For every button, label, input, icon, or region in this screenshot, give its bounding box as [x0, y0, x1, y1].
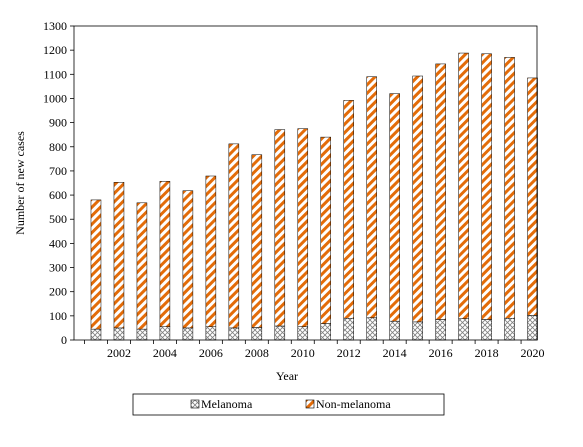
bar-non-melanoma-2015 — [412, 75, 423, 323]
legend-label-melanoma: Melanoma — [201, 397, 253, 411]
bar-melanoma-2006 — [205, 326, 217, 341]
bar-non-melanoma-2001 — [90, 199, 102, 330]
bar-melanoma-2003 — [136, 328, 148, 341]
bar-melanoma-2007 — [228, 327, 240, 341]
bar-non-melanoma-2008 — [251, 154, 263, 328]
y-tick-label: 0 — [61, 333, 67, 347]
bar-melanoma-2002 — [113, 327, 125, 341]
x-tick-label: 2006 — [199, 346, 223, 360]
x-tick-label: 2016 — [429, 346, 453, 360]
bar-melanoma-2014 — [389, 320, 400, 341]
legend-label-non-melanoma: Non-melanoma — [316, 397, 391, 411]
plot-frame — [73, 25, 538, 341]
bar-non-melanoma-2003 — [136, 202, 148, 330]
bar-melanoma-2011 — [320, 323, 331, 341]
bar-non-melanoma-2013 — [366, 76, 377, 319]
bar-non-melanoma-2005 — [182, 190, 194, 329]
x-tick-label: 2004 — [153, 346, 177, 360]
y-tick-label: 700 — [49, 164, 67, 178]
bar-non-melanoma-2020 — [527, 77, 538, 316]
y-tick-label: 400 — [49, 236, 67, 250]
x-tick-label: 2002 — [107, 346, 131, 360]
x-tick-label: 2010 — [291, 346, 315, 360]
legend-box — [132, 393, 445, 416]
bar-non-melanoma-2012 — [343, 100, 354, 319]
bar-non-melanoma-2004 — [159, 181, 171, 327]
y-tick-label: 1200 — [43, 43, 67, 57]
y-tick-label: 800 — [49, 140, 67, 154]
bar-non-melanoma-2016 — [435, 63, 446, 320]
legend-swatch-melanoma — [190, 399, 200, 409]
legend-swatch-non-melanoma — [305, 399, 315, 409]
y-tick-label: 1300 — [43, 19, 67, 33]
y-tick-label: 500 — [49, 212, 67, 226]
y-tick-label: 900 — [49, 116, 67, 130]
y-tick-label: 200 — [49, 285, 67, 299]
bar-non-melanoma-2017 — [458, 52, 469, 319]
x-tick-label: 2012 — [337, 346, 361, 360]
bar-non-melanoma-2019 — [504, 57, 515, 319]
bar-melanoma-2019 — [504, 318, 515, 341]
bar-non-melanoma-2018 — [481, 53, 492, 320]
y-tick-label: 100 — [49, 309, 67, 323]
bar-non-melanoma-2011 — [320, 136, 331, 324]
bar-non-melanoma-2002 — [113, 182, 125, 329]
bar-melanoma-2001 — [90, 328, 102, 341]
y-tick-label: 1000 — [43, 91, 67, 105]
plot-area: 0 100 200 300 400 500 600 700 800 900 1000 1100 1200… — [43, 19, 545, 360]
bar-melanoma-2016 — [435, 319, 446, 341]
bar-melanoma-2017 — [458, 318, 469, 341]
x-tick-label: 2014 — [383, 346, 407, 360]
bar-non-melanoma-2014 — [389, 93, 400, 322]
bar-melanoma-2009 — [274, 325, 286, 341]
x-tick-label: 2008 — [245, 346, 269, 360]
bar-melanoma-2020 — [527, 315, 538, 341]
bar-melanoma-2008 — [251, 327, 263, 341]
y-tick-label: 300 — [49, 261, 67, 275]
bar-melanoma-2018 — [481, 319, 492, 341]
bar-non-melanoma-2006 — [205, 175, 217, 327]
bar-non-melanoma-2009 — [274, 129, 286, 327]
bar-melanoma-2010 — [297, 326, 309, 341]
y-tick-label: 1100 — [43, 67, 67, 81]
legend: Melanoma Non-melanoma — [132, 393, 445, 416]
bar-non-melanoma-2007 — [228, 143, 240, 329]
y-axis-label: Number of new cases — [13, 131, 27, 235]
bar-melanoma-2004 — [159, 326, 171, 341]
bar-melanoma-2005 — [182, 327, 194, 341]
x-tick-label: 2018 — [475, 346, 499, 360]
bar-melanoma-2012 — [343, 318, 354, 341]
x-tick-label: 2020 — [521, 346, 545, 360]
x-axis-label: Year — [276, 369, 298, 383]
bar-melanoma-2013 — [366, 317, 377, 341]
bar-non-melanoma-2010 — [297, 128, 309, 327]
bar-melanoma-2015 — [412, 321, 423, 341]
y-tick-label: 600 — [49, 188, 67, 202]
